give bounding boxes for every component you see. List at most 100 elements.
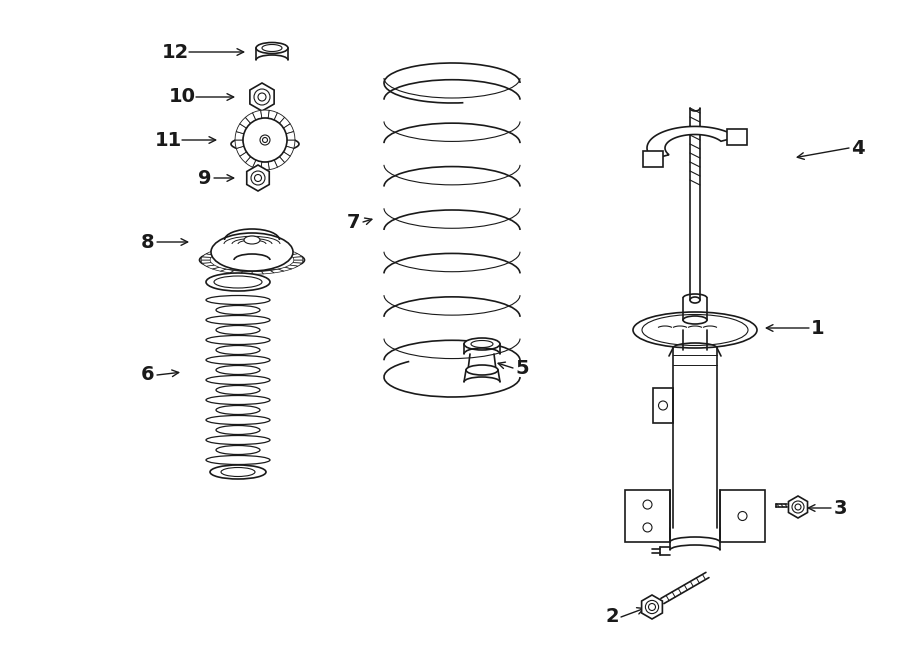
Polygon shape xyxy=(246,113,256,124)
Text: 8: 8 xyxy=(141,233,155,251)
Polygon shape xyxy=(788,496,807,518)
Ellipse shape xyxy=(795,504,801,510)
Ellipse shape xyxy=(216,305,260,315)
Text: 1: 1 xyxy=(811,319,824,338)
Ellipse shape xyxy=(200,249,304,271)
Polygon shape xyxy=(274,113,284,124)
Polygon shape xyxy=(239,152,250,163)
Polygon shape xyxy=(253,160,262,170)
Text: 7: 7 xyxy=(347,212,361,231)
Ellipse shape xyxy=(216,385,260,395)
Bar xyxy=(625,490,670,542)
Ellipse shape xyxy=(216,346,260,354)
Polygon shape xyxy=(212,267,226,271)
Polygon shape xyxy=(220,247,234,251)
Ellipse shape xyxy=(690,297,700,303)
Polygon shape xyxy=(292,257,303,260)
Polygon shape xyxy=(284,124,293,134)
Polygon shape xyxy=(284,265,298,269)
Ellipse shape xyxy=(206,375,270,385)
Text: 6: 6 xyxy=(141,366,155,385)
Ellipse shape xyxy=(464,338,500,350)
Ellipse shape xyxy=(260,135,270,145)
Polygon shape xyxy=(270,269,284,273)
Bar xyxy=(644,151,663,167)
Ellipse shape xyxy=(643,500,652,509)
Polygon shape xyxy=(202,254,214,257)
Text: 12: 12 xyxy=(161,42,189,61)
Polygon shape xyxy=(202,262,214,266)
Polygon shape xyxy=(278,249,292,253)
Polygon shape xyxy=(235,132,244,140)
Polygon shape xyxy=(278,267,292,271)
Ellipse shape xyxy=(206,436,270,444)
Text: 4: 4 xyxy=(851,139,865,157)
Ellipse shape xyxy=(659,401,668,410)
Polygon shape xyxy=(212,249,226,253)
Polygon shape xyxy=(274,157,284,167)
Ellipse shape xyxy=(738,512,747,520)
Polygon shape xyxy=(250,83,274,111)
Ellipse shape xyxy=(263,137,267,143)
Polygon shape xyxy=(284,146,293,156)
Ellipse shape xyxy=(206,356,270,364)
Polygon shape xyxy=(236,146,247,156)
Ellipse shape xyxy=(243,118,287,162)
Text: 2: 2 xyxy=(605,607,619,627)
Polygon shape xyxy=(286,132,295,140)
Polygon shape xyxy=(253,110,262,120)
Polygon shape xyxy=(236,124,247,134)
Polygon shape xyxy=(268,110,277,120)
Text: 3: 3 xyxy=(833,498,847,518)
Polygon shape xyxy=(240,272,252,274)
Polygon shape xyxy=(201,260,212,263)
Polygon shape xyxy=(261,246,274,249)
Polygon shape xyxy=(239,118,250,128)
Ellipse shape xyxy=(633,312,757,348)
Polygon shape xyxy=(261,162,269,170)
Polygon shape xyxy=(279,118,290,128)
Polygon shape xyxy=(261,110,269,118)
Polygon shape xyxy=(240,246,252,249)
Ellipse shape xyxy=(244,236,260,244)
Ellipse shape xyxy=(210,465,266,479)
Polygon shape xyxy=(206,251,220,255)
Polygon shape xyxy=(647,126,736,159)
Ellipse shape xyxy=(216,366,260,375)
Polygon shape xyxy=(270,247,284,251)
Polygon shape xyxy=(201,257,212,260)
Ellipse shape xyxy=(214,276,262,288)
Polygon shape xyxy=(286,140,295,149)
Bar xyxy=(720,490,765,542)
Polygon shape xyxy=(290,262,302,266)
Text: 9: 9 xyxy=(198,169,212,188)
Polygon shape xyxy=(279,152,290,163)
Ellipse shape xyxy=(206,273,270,291)
Ellipse shape xyxy=(258,93,266,101)
Ellipse shape xyxy=(216,446,260,455)
Polygon shape xyxy=(235,140,244,149)
Polygon shape xyxy=(268,160,277,170)
Polygon shape xyxy=(246,157,256,167)
Bar xyxy=(726,129,747,145)
Ellipse shape xyxy=(256,42,288,54)
Polygon shape xyxy=(252,246,264,249)
Polygon shape xyxy=(261,270,274,274)
Bar xyxy=(653,388,673,423)
Ellipse shape xyxy=(255,175,262,182)
Ellipse shape xyxy=(221,467,255,477)
Ellipse shape xyxy=(466,365,498,375)
Ellipse shape xyxy=(206,455,270,465)
Polygon shape xyxy=(252,272,264,274)
Ellipse shape xyxy=(216,426,260,434)
Polygon shape xyxy=(292,260,303,263)
Polygon shape xyxy=(247,165,269,191)
Polygon shape xyxy=(230,270,243,274)
Polygon shape xyxy=(220,269,234,273)
Text: 10: 10 xyxy=(168,87,195,106)
Ellipse shape xyxy=(216,325,260,334)
Ellipse shape xyxy=(683,316,707,324)
Polygon shape xyxy=(206,265,220,269)
Ellipse shape xyxy=(206,295,270,305)
Ellipse shape xyxy=(206,416,270,424)
